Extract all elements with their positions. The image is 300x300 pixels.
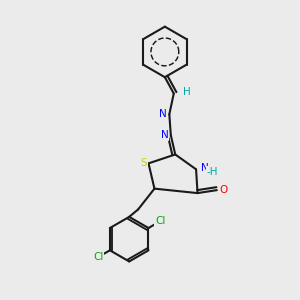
Text: H: H [183, 87, 191, 97]
Text: N: N [161, 130, 169, 140]
Text: Cl: Cl [93, 252, 104, 262]
Text: S: S [141, 158, 147, 168]
Text: Cl: Cl [155, 216, 165, 226]
Text: N: N [160, 109, 167, 119]
Text: O: O [219, 185, 227, 195]
Text: -H: -H [207, 167, 218, 177]
Text: N: N [200, 163, 208, 173]
